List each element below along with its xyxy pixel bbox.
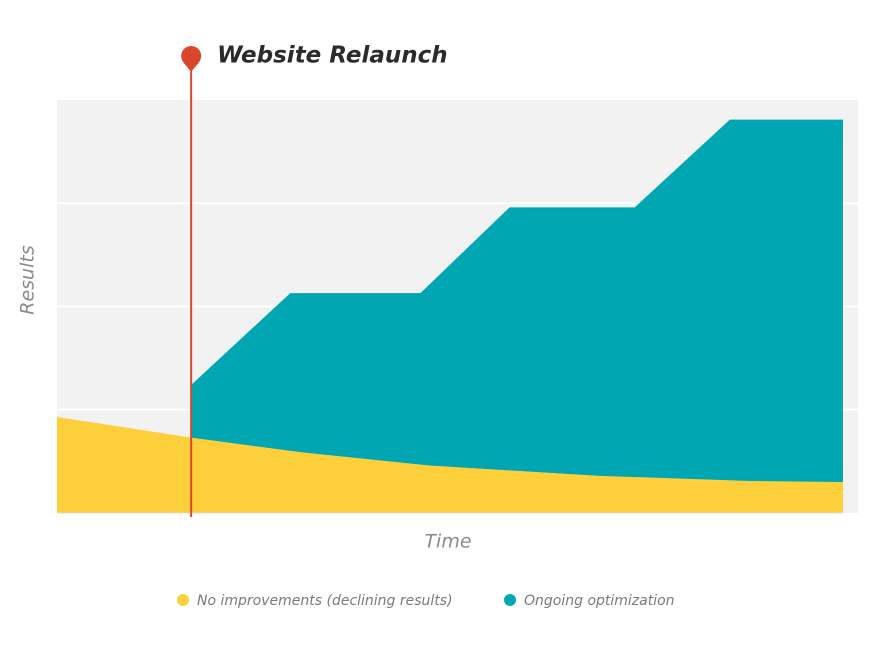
area (191, 119, 843, 514)
legend: No improvements (declining results) Ongoi… (177, 593, 675, 609)
annotation-pin (181, 46, 202, 72)
legend-swatch (177, 594, 189, 606)
legend-label: Ongoing optimization (524, 593, 675, 609)
legend-label: No improvements (declining results) (197, 593, 453, 609)
x-axis-title: Time (424, 531, 471, 553)
annotation-text: Website Relaunch (217, 43, 447, 69)
marks: Website Relaunch (57, 43, 843, 517)
legend-swatch (504, 594, 516, 606)
area (57, 416, 843, 513)
y-axis-title: Results (17, 245, 39, 315)
